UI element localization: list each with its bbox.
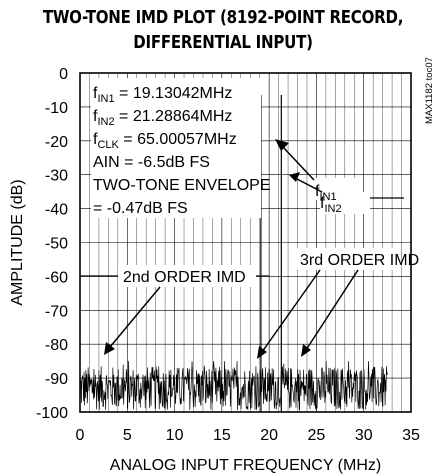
y-tick-label: -80: [45, 337, 68, 354]
x-tick-label: 15: [213, 427, 231, 444]
fin1-arrow: [275, 139, 315, 181]
y-tick-label: -20: [45, 134, 68, 151]
x-axis-label: ANALOG INPUT FREQUENCY (MHz): [110, 457, 381, 474]
third-order-arrow-right: [301, 269, 359, 357]
info-envelope-label: TWO-TONE ENVELOPE: [93, 177, 271, 194]
info-box: fIN1 = 19.13042MHz fIN2 = 21.28864MHz fC…: [91, 78, 271, 218]
x-tick-label: 30: [355, 427, 373, 444]
fin2-arrow-shaft: [296, 178, 323, 193]
chart-title-line-2: DIFFERENTIAL INPUT): [133, 33, 313, 53]
x-tick-label: 0: [76, 427, 85, 444]
second-order-imd-label: 2nd ORDER IMD: [123, 269, 246, 286]
second-order-arrow: [104, 286, 161, 355]
y-tick-label: -100: [36, 405, 68, 422]
second-order-label-background: [118, 265, 256, 287]
info-envelope-value: = -0.47dB FS: [93, 200, 188, 217]
y-tick-label: -50: [45, 236, 68, 253]
fin1-annotation: fIN1: [315, 183, 337, 203]
x-tick-label: 35: [402, 427, 420, 444]
chart-title-line-1: TWO-TONE IMD PLOT (8192-POINT RECORD,: [42, 8, 404, 28]
y-tick-label: -10: [45, 100, 68, 117]
third-order-arrow-left-shaft: [261, 269, 321, 353]
y-tick-label: -30: [45, 168, 68, 185]
y-tick-label: 0: [59, 66, 68, 83]
plot-frame: [79, 72, 412, 413]
third-order-imd-label: 3rd ORDER IMD: [300, 252, 419, 269]
fin1-arrow-head: [275, 139, 289, 151]
y-tick-label: -90: [45, 371, 68, 388]
third-order-arrow-right-head: [301, 344, 311, 357]
annotation-leaders: [80, 197, 404, 277]
info-fin2: fIN2 = 21.28864MHz: [93, 108, 232, 128]
y-tick-label: -60: [45, 269, 68, 286]
third-order-arrow-right-shaft: [305, 269, 359, 351]
info-fin1: fIN1 = 19.13042MHz: [93, 85, 232, 105]
third-order-arrow-left: [257, 269, 321, 359]
x-tick-label: 25: [308, 427, 326, 444]
annotation-arrows: [104, 139, 359, 359]
fin2-annotation: fIN2: [320, 195, 342, 215]
info-ain: AIN = -6.5dB FS: [93, 154, 210, 171]
y-tick-label: -40: [45, 202, 68, 219]
y-axis-label: AMPLITUDE (dB): [9, 179, 26, 305]
fin2-label-background: [320, 192, 370, 214]
info-box-background: [91, 78, 261, 218]
second-order-arrow-head: [104, 342, 115, 355]
info-fclk: fCLK = 65.00057MHz: [93, 131, 237, 151]
y-tick-label: -70: [45, 303, 68, 320]
x-tick-label: 10: [166, 427, 184, 444]
fin2-arrow: [289, 172, 323, 193]
x-tick-label: 20: [260, 427, 278, 444]
x-tick-label: 5: [123, 427, 132, 444]
second-order-arrow-shaft: [109, 286, 161, 348]
fin1-arrow-shaft: [281, 145, 315, 181]
third-order-arrow-left-head: [257, 346, 267, 359]
third-order-label-background: [296, 248, 396, 270]
fin2-arrow-head: [289, 172, 300, 182]
ticks: 0 -10 -20 -30 -40 -50 -60 -70 -80 -90 -100 0 5 10 15 20…: [36, 66, 420, 444]
noise-floor: [79, 361, 388, 412]
part-number: MAX1182 toc07: [424, 57, 435, 124]
